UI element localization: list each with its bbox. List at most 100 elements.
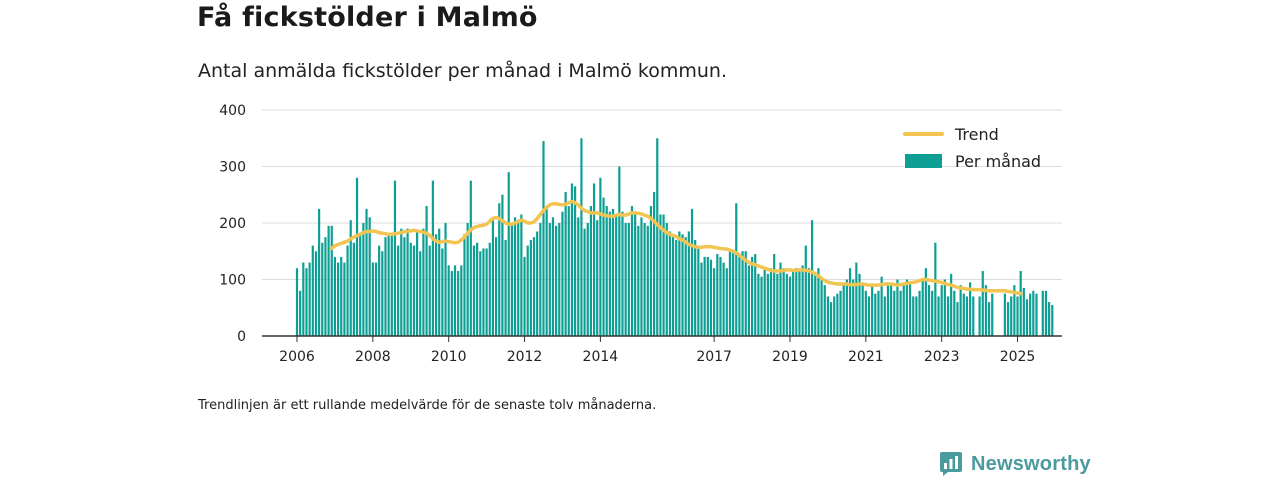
legend-trend-label: Trend bbox=[954, 125, 999, 144]
bar bbox=[627, 223, 630, 336]
bar bbox=[526, 245, 529, 336]
bar bbox=[987, 302, 991, 336]
bar bbox=[969, 282, 972, 336]
chart-subtitle: Antal anmälda fickstölder per månad i Ma… bbox=[198, 60, 728, 82]
x-tick-label: 2010 bbox=[431, 349, 467, 365]
bar bbox=[716, 254, 719, 336]
bar bbox=[953, 290, 956, 336]
bar bbox=[659, 214, 662, 336]
bar bbox=[618, 166, 621, 336]
bar bbox=[555, 225, 558, 336]
x-tick-label: 2008 bbox=[355, 349, 391, 365]
y-tick-label: 0 bbox=[237, 329, 246, 345]
bar bbox=[485, 248, 488, 336]
bar bbox=[479, 251, 482, 336]
bar bbox=[713, 268, 716, 336]
bar bbox=[409, 242, 412, 336]
bar bbox=[940, 285, 943, 336]
bar bbox=[946, 296, 950, 336]
bar bbox=[567, 206, 570, 336]
bar bbox=[504, 239, 507, 336]
y-tick-label: 200 bbox=[219, 216, 246, 232]
bar bbox=[359, 234, 362, 336]
bar bbox=[845, 279, 848, 336]
bar bbox=[719, 256, 722, 336]
bar bbox=[1051, 304, 1054, 336]
bar bbox=[773, 254, 776, 336]
bars-per-month bbox=[295, 138, 1054, 337]
bar bbox=[513, 217, 517, 336]
bar bbox=[855, 262, 858, 336]
bar bbox=[725, 268, 728, 336]
bar bbox=[295, 268, 299, 336]
bar bbox=[757, 273, 760, 336]
bar bbox=[833, 296, 836, 336]
bar bbox=[965, 296, 969, 336]
bar bbox=[393, 180, 397, 337]
bar bbox=[972, 296, 975, 336]
bar bbox=[905, 279, 909, 336]
bar bbox=[447, 265, 450, 337]
bar bbox=[741, 251, 744, 336]
bar bbox=[956, 302, 959, 336]
bar bbox=[302, 262, 305, 336]
bar bbox=[643, 223, 646, 336]
bar bbox=[880, 276, 883, 336]
bar bbox=[488, 242, 491, 336]
bar bbox=[908, 282, 912, 336]
bar bbox=[1048, 302, 1051, 336]
bar bbox=[1006, 302, 1010, 336]
bar bbox=[365, 208, 368, 337]
bar bbox=[374, 262, 378, 336]
bar bbox=[687, 231, 690, 336]
bar bbox=[706, 256, 709, 336]
bar bbox=[346, 245, 349, 336]
bar bbox=[551, 217, 555, 336]
bar bbox=[583, 228, 586, 336]
bar bbox=[991, 293, 994, 337]
bar bbox=[611, 208, 615, 337]
bar bbox=[662, 214, 665, 336]
y-tick-label: 300 bbox=[219, 160, 246, 176]
bar bbox=[867, 296, 871, 336]
bar bbox=[675, 239, 678, 336]
bar bbox=[697, 245, 700, 336]
bar bbox=[507, 172, 510, 336]
bar bbox=[912, 296, 915, 336]
bar bbox=[558, 223, 561, 336]
bar bbox=[1003, 293, 1006, 337]
bar bbox=[814, 273, 817, 336]
bar bbox=[434, 234, 438, 336]
bar bbox=[403, 237, 406, 337]
bar bbox=[368, 217, 371, 336]
bar bbox=[782, 268, 785, 336]
bar bbox=[453, 265, 457, 337]
bar bbox=[861, 285, 864, 336]
bar bbox=[355, 177, 359, 336]
bar bbox=[476, 242, 479, 336]
bar bbox=[795, 268, 798, 336]
x-tick-label: 2025 bbox=[1000, 349, 1036, 365]
bar bbox=[792, 271, 795, 336]
bar bbox=[615, 214, 618, 336]
legend-bars-swatch bbox=[905, 154, 942, 168]
bar bbox=[1019, 271, 1022, 336]
bar bbox=[684, 237, 687, 337]
bar bbox=[842, 285, 845, 336]
bar bbox=[425, 206, 428, 336]
bar bbox=[321, 242, 324, 336]
y-tick-label: 400 bbox=[219, 103, 246, 119]
bar bbox=[362, 223, 365, 336]
bar bbox=[934, 242, 937, 336]
bar bbox=[937, 296, 940, 336]
bar bbox=[428, 245, 431, 336]
bar bbox=[871, 285, 874, 336]
bar bbox=[950, 273, 953, 336]
bar bbox=[668, 231, 671, 336]
bar bbox=[529, 239, 532, 336]
bar bbox=[630, 206, 634, 336]
bar bbox=[1035, 293, 1038, 337]
bar bbox=[709, 259, 713, 336]
bar bbox=[333, 256, 337, 336]
